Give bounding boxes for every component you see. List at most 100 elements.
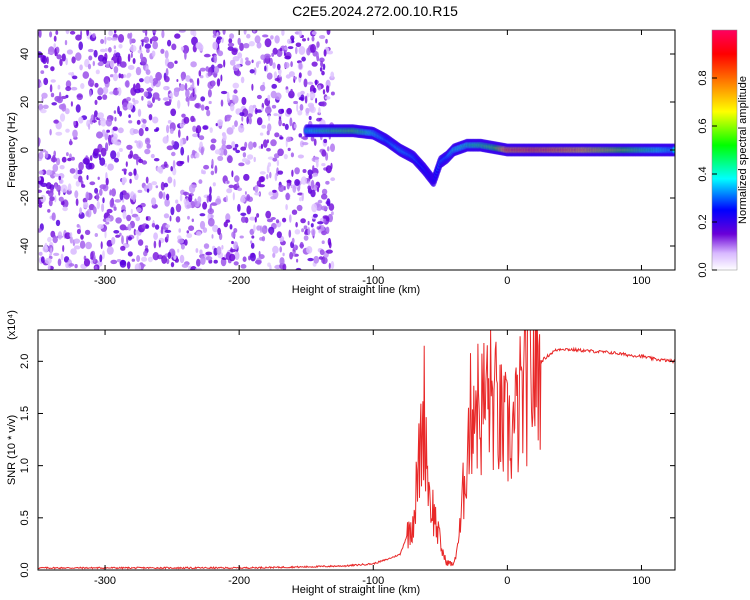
noise-speckle [126, 96, 131, 102]
noise-speckle [328, 203, 335, 211]
noise-speckle [110, 37, 118, 41]
noise-speckle [71, 56, 76, 64]
noise-speckle [54, 48, 57, 57]
noise-speckle [52, 236, 58, 244]
noise-speckle [100, 241, 103, 250]
noise-speckle [251, 235, 255, 239]
noise-speckle [93, 49, 98, 58]
noise-speckle [88, 55, 93, 61]
noise-speckle [287, 46, 294, 50]
noise-speckle [69, 153, 72, 159]
noise-speckle [265, 210, 272, 219]
noise-speckle [286, 107, 293, 115]
noise-speckle [94, 82, 99, 88]
spectrogram-y-tick-label: 40 [19, 48, 31, 60]
noise-speckle [229, 224, 233, 230]
noise-speckle [276, 159, 280, 167]
noise-speckle [319, 67, 323, 72]
noise-speckle [241, 158, 249, 163]
noise-speckle [125, 161, 128, 168]
noise-speckle [115, 234, 121, 238]
noise-speckle [81, 184, 86, 188]
noise-speckle [70, 248, 77, 255]
noise-speckle [283, 185, 286, 191]
noise-speckle [190, 266, 197, 270]
noise-speckle [164, 75, 170, 83]
noise-speckle [44, 257, 52, 265]
noise-speckle [258, 176, 265, 183]
noise-speckle [170, 262, 175, 268]
noise-speckle [46, 182, 52, 190]
noise-speckle [300, 94, 305, 102]
noise-speckle [131, 258, 135, 262]
snr-series-line [38, 330, 675, 570]
noise-speckle [112, 73, 118, 82]
noise-speckle [127, 251, 133, 257]
noise-speckle [310, 136, 315, 142]
noise-speckle [144, 245, 149, 249]
noise-speckle [158, 239, 161, 248]
noise-speckle [244, 141, 248, 149]
noise-speckle [229, 253, 236, 262]
noise-speckle [155, 127, 160, 132]
noise-speckle [111, 237, 116, 245]
noise-speckle [72, 75, 78, 80]
noise-speckle [207, 217, 215, 227]
noise-speckle [254, 259, 262, 265]
noise-speckle [231, 231, 236, 238]
noise-speckle [209, 127, 213, 133]
noise-speckle [243, 173, 250, 181]
noise-speckle [40, 70, 45, 74]
noise-speckle [38, 228, 42, 233]
noise-speckle [141, 95, 144, 101]
colorbar-tick-label: 0.2 [697, 214, 709, 229]
noise-speckle [113, 110, 117, 114]
noise-speckle [133, 168, 137, 176]
noise-speckle [240, 212, 247, 216]
noise-speckle [221, 37, 224, 43]
noise-speckle [228, 38, 233, 44]
noise-speckle [186, 233, 193, 239]
colorbar-frame [711, 29, 738, 271]
noise-speckle [267, 156, 274, 160]
spectrogram-x-tick-label: -100 [362, 275, 384, 287]
noise-speckle [231, 48, 238, 56]
noise-speckle [59, 113, 66, 122]
noise-speckle [178, 30, 186, 33]
noise-speckle [96, 201, 101, 210]
noise-speckle [151, 36, 159, 42]
noise-speckle [283, 61, 290, 69]
noise-speckle [145, 69, 151, 75]
noise-speckle [143, 91, 149, 98]
noise-speckle [293, 100, 298, 105]
noise-speckle [252, 141, 257, 148]
noise-speckle [96, 192, 100, 202]
noise-speckle [105, 221, 110, 225]
noise-speckle [269, 229, 274, 236]
noise-speckle [205, 66, 210, 72]
noise-speckle [286, 136, 292, 143]
noise-speckle [215, 198, 222, 205]
noise-speckle [229, 59, 236, 66]
noise-speckle [290, 61, 293, 68]
noise-speckle [69, 168, 76, 174]
noise-speckle [99, 48, 106, 53]
noise-speckle [307, 257, 314, 262]
noise-speckle [232, 192, 235, 201]
noise-speckle [243, 30, 247, 35]
noise-speckle [142, 119, 147, 124]
noise-speckle [321, 205, 328, 211]
noise-speckle [167, 176, 173, 184]
noise-speckle [163, 182, 169, 188]
snr-x-axis-title: Height of straight line (km) [292, 584, 420, 596]
noise-speckle [222, 30, 226, 35]
spectrogram-y-tick-label: -20 [19, 190, 31, 206]
noise-speckle [256, 117, 263, 126]
noise-speckle [75, 180, 80, 187]
noise-speckle [316, 41, 320, 48]
noise-speckle [300, 176, 307, 185]
snr-frame [37, 329, 676, 571]
noise-speckle [282, 252, 285, 257]
noise-speckle [135, 66, 142, 76]
noise-speckle [321, 163, 326, 167]
